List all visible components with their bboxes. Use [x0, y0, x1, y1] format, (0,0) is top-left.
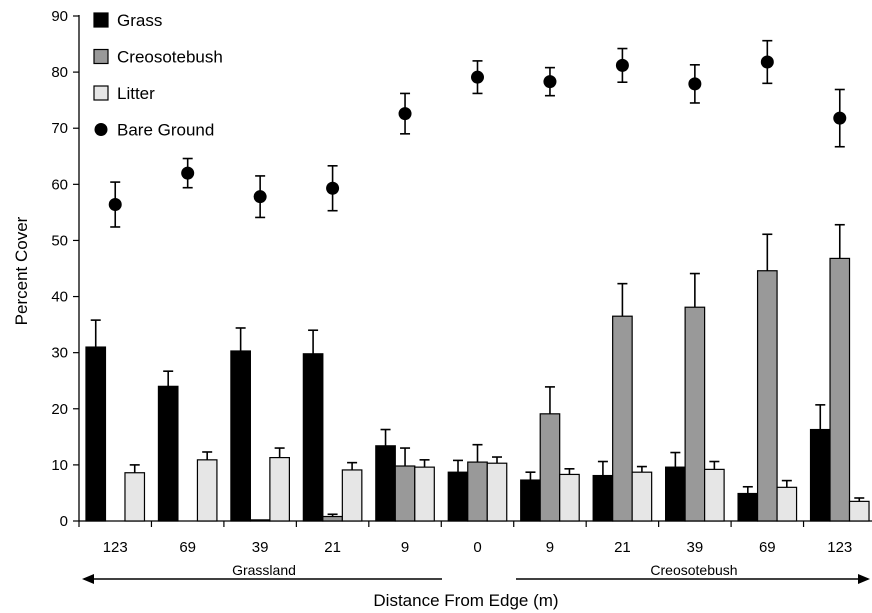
bar-litter: [414, 466, 435, 522]
bar-litter: [341, 469, 363, 522]
bar-litter: [776, 486, 798, 522]
x-tick-label: 21: [324, 539, 341, 556]
point-bare-ground: [688, 77, 702, 91]
bar-litter: [631, 471, 653, 522]
bar-creosotebush: [684, 306, 706, 522]
y-axis-title: Percent Cover: [12, 216, 31, 325]
bar-creosotebush: [612, 315, 633, 522]
legend-marker-bare-ground: [94, 123, 108, 136]
y-tick-label: 0: [60, 513, 68, 530]
bar-grass: [520, 479, 541, 522]
region-arrowhead-creosotebush: [858, 574, 870, 584]
region-arrows: Grassland Creosotebush: [82, 562, 870, 584]
x-tick-label: 69: [759, 539, 776, 556]
bar-litter: [559, 473, 580, 522]
bar-grass: [809, 428, 831, 522]
bar-creosotebush: [829, 257, 851, 522]
point-bare-ground: [471, 70, 484, 84]
y-tick-label: 80: [51, 64, 68, 81]
y-tick-label: 10: [51, 457, 68, 474]
legend-swatch-creosotebush: [93, 48, 109, 65]
point-bare-ground: [760, 55, 774, 69]
x-tick-label: 0: [473, 539, 481, 556]
x-tick-label: 69: [179, 539, 196, 556]
region-arrowhead-grassland: [82, 574, 94, 584]
bars: [85, 223, 870, 522]
x-tick-label: 123: [827, 539, 852, 556]
legend-label-litter: Litter: [117, 84, 155, 103]
bar-grass: [302, 353, 324, 522]
bar-litter: [704, 468, 725, 522]
x-tick-label: 39: [687, 539, 704, 556]
point-bare-ground: [181, 166, 195, 180]
x-tick-label: 123: [103, 539, 128, 556]
point-bare-ground: [543, 75, 557, 89]
point-bare-ground: [326, 181, 340, 195]
x-tick-label: 9: [546, 539, 554, 556]
bar-grass: [375, 445, 396, 522]
legend-label-bare-ground: Bare Ground: [117, 121, 214, 140]
bar-creosotebush: [322, 515, 343, 522]
legend-label-creosotebush: Creosotebush: [117, 48, 223, 67]
bar-creosotebush: [756, 270, 778, 522]
bar-litter: [848, 500, 870, 522]
point-bare-ground: [833, 111, 847, 125]
y-tick-label: 70: [51, 120, 68, 137]
region-label-creosotebush: Creosotebush: [650, 562, 737, 578]
bar-grass: [737, 492, 759, 522]
point-bare-ground: [615, 58, 629, 72]
x-tick-label: 39: [252, 539, 269, 556]
y-tick-label: 40: [51, 289, 68, 306]
point-bare-ground: [398, 107, 412, 121]
bar-grass: [665, 466, 686, 522]
x-tick-label: 9: [401, 539, 409, 556]
x-axis-title: Distance From Edge (m): [373, 591, 558, 610]
bar-creosotebush: [467, 461, 488, 522]
point-bare-ground: [253, 190, 267, 204]
y-tick-label: 20: [51, 401, 68, 418]
points: [108, 39, 847, 228]
point-bare-ground: [108, 198, 122, 212]
legend: Grass Creosotebush Litter Bare Ground: [93, 11, 223, 140]
x-tick-label: 21: [614, 539, 631, 556]
bar-grass: [85, 346, 107, 522]
y-tick-label: 30: [51, 345, 68, 362]
bar-grass: [230, 350, 251, 522]
y-tick-label: 90: [51, 8, 68, 25]
bar-creosotebush: [394, 465, 416, 522]
bar-litter: [486, 462, 508, 522]
region-label-grassland: Grassland: [232, 562, 296, 578]
bar-litter: [196, 459, 218, 522]
bar-creosotebush: [539, 413, 561, 522]
bar-grass: [592, 474, 614, 522]
y-tick-label: 50: [51, 232, 68, 249]
y-tick-label: 60: [51, 176, 68, 193]
bar-creosotebush: [249, 519, 271, 522]
bar-litter: [124, 472, 146, 522]
bar-litter: [269, 456, 290, 522]
bar-grass: [157, 385, 179, 522]
legend-swatch-litter: [93, 85, 109, 101]
legend-swatch-grass: [93, 12, 109, 28]
legend-label-grass: Grass: [117, 11, 162, 30]
bar-grass: [447, 471, 469, 522]
